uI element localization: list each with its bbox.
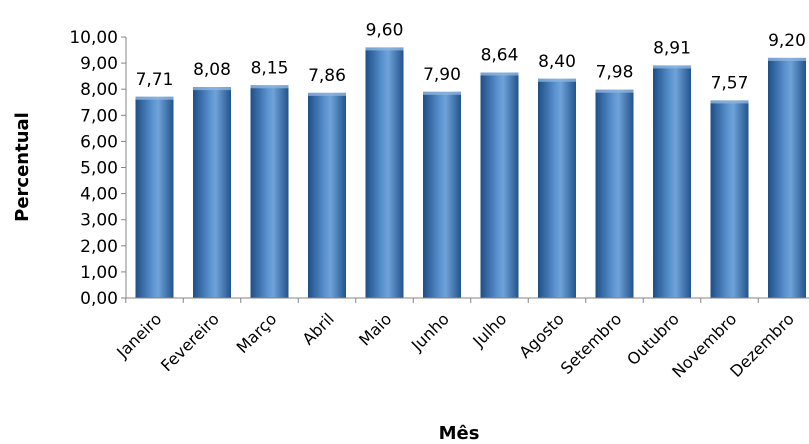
x-tick-label: Janeiro [112,309,165,362]
data-label: 7,98 [596,63,634,83]
data-label: 7,57 [711,73,749,93]
bar-setembro [595,89,634,298]
x-tick-label: Agosto [515,309,568,362]
bar-top-highlight [423,91,461,95]
x-tick-label: Fevereiro [157,309,223,375]
bar-top-highlight [653,65,691,69]
y-tick-label: 10,00 [69,28,118,48]
y-tick-label: 1,00 [80,263,118,283]
bar-novembro [710,100,749,298]
data-label: 8,08 [193,60,231,80]
bar-julho [480,72,519,298]
x-axis-title: Mês [439,423,480,444]
bar-outubro [653,65,691,298]
data-label: 9,20 [768,31,806,51]
x-tick-label: Maio [355,309,395,349]
y-tick-label: 8,00 [80,80,118,100]
x-tick-label: Abril [299,309,338,348]
y-tick-label: 5,00 [80,159,118,179]
bar-junho [423,91,461,298]
bar-fevereiro [193,87,231,298]
bar-top-highlight [710,100,749,104]
bar-agosto [538,78,576,298]
y-tick-label: 4,00 [80,185,118,205]
y-tick-label: 3,00 [80,211,118,231]
data-label: 8,40 [538,52,576,72]
x-tick-label: Setembro [557,309,626,378]
bar-top-highlight [308,92,346,96]
bar-janeiro [135,96,174,298]
data-label: 7,71 [136,70,174,90]
bar-dezembro [768,57,806,298]
y-tick-label: 0,00 [80,289,118,309]
bar-top-highlight [538,78,576,82]
bar-top-highlight [193,87,231,91]
y-tick-label: 9,00 [80,54,118,74]
x-tick-label: Julho [468,309,510,351]
bar-top-highlight [135,96,174,100]
bar-top-highlight [365,47,404,51]
bar-maio [365,47,404,298]
data-label: 7,86 [308,66,346,86]
y-axis-ticks: 0,00 1,00 2,00 3,00 4,00 5,00 6,00 7,00 8,00 9,00… [69,28,126,309]
data-label: 9,60 [366,20,404,40]
bar-top-highlight [595,89,634,93]
data-label: 8,15 [251,58,289,78]
bar-top-highlight [768,57,806,61]
y-tick-label: 2,00 [80,237,118,257]
y-tick-label: 6,00 [80,132,118,152]
data-label: 8,91 [653,38,691,58]
data-label: 7,90 [423,65,461,85]
data-label: 8,64 [481,45,519,65]
value-labels: 7,71 8,08 8,15 7,86 9,60 7,90 8,64 8,40 7,98 8,91… [136,20,806,93]
bar-top-highlight [250,85,289,89]
bar-top-highlight [480,72,519,76]
bars [125,47,806,303]
bar-mar-o [250,85,289,298]
x-tick-label: Junho [407,309,453,355]
y-tick-label: 7,00 [80,106,118,126]
x-tick-label: Março [233,309,281,357]
x-tick-label: Outubro [623,309,683,369]
bar-abril [308,92,346,298]
y-axis-title: Percentual [12,112,33,222]
